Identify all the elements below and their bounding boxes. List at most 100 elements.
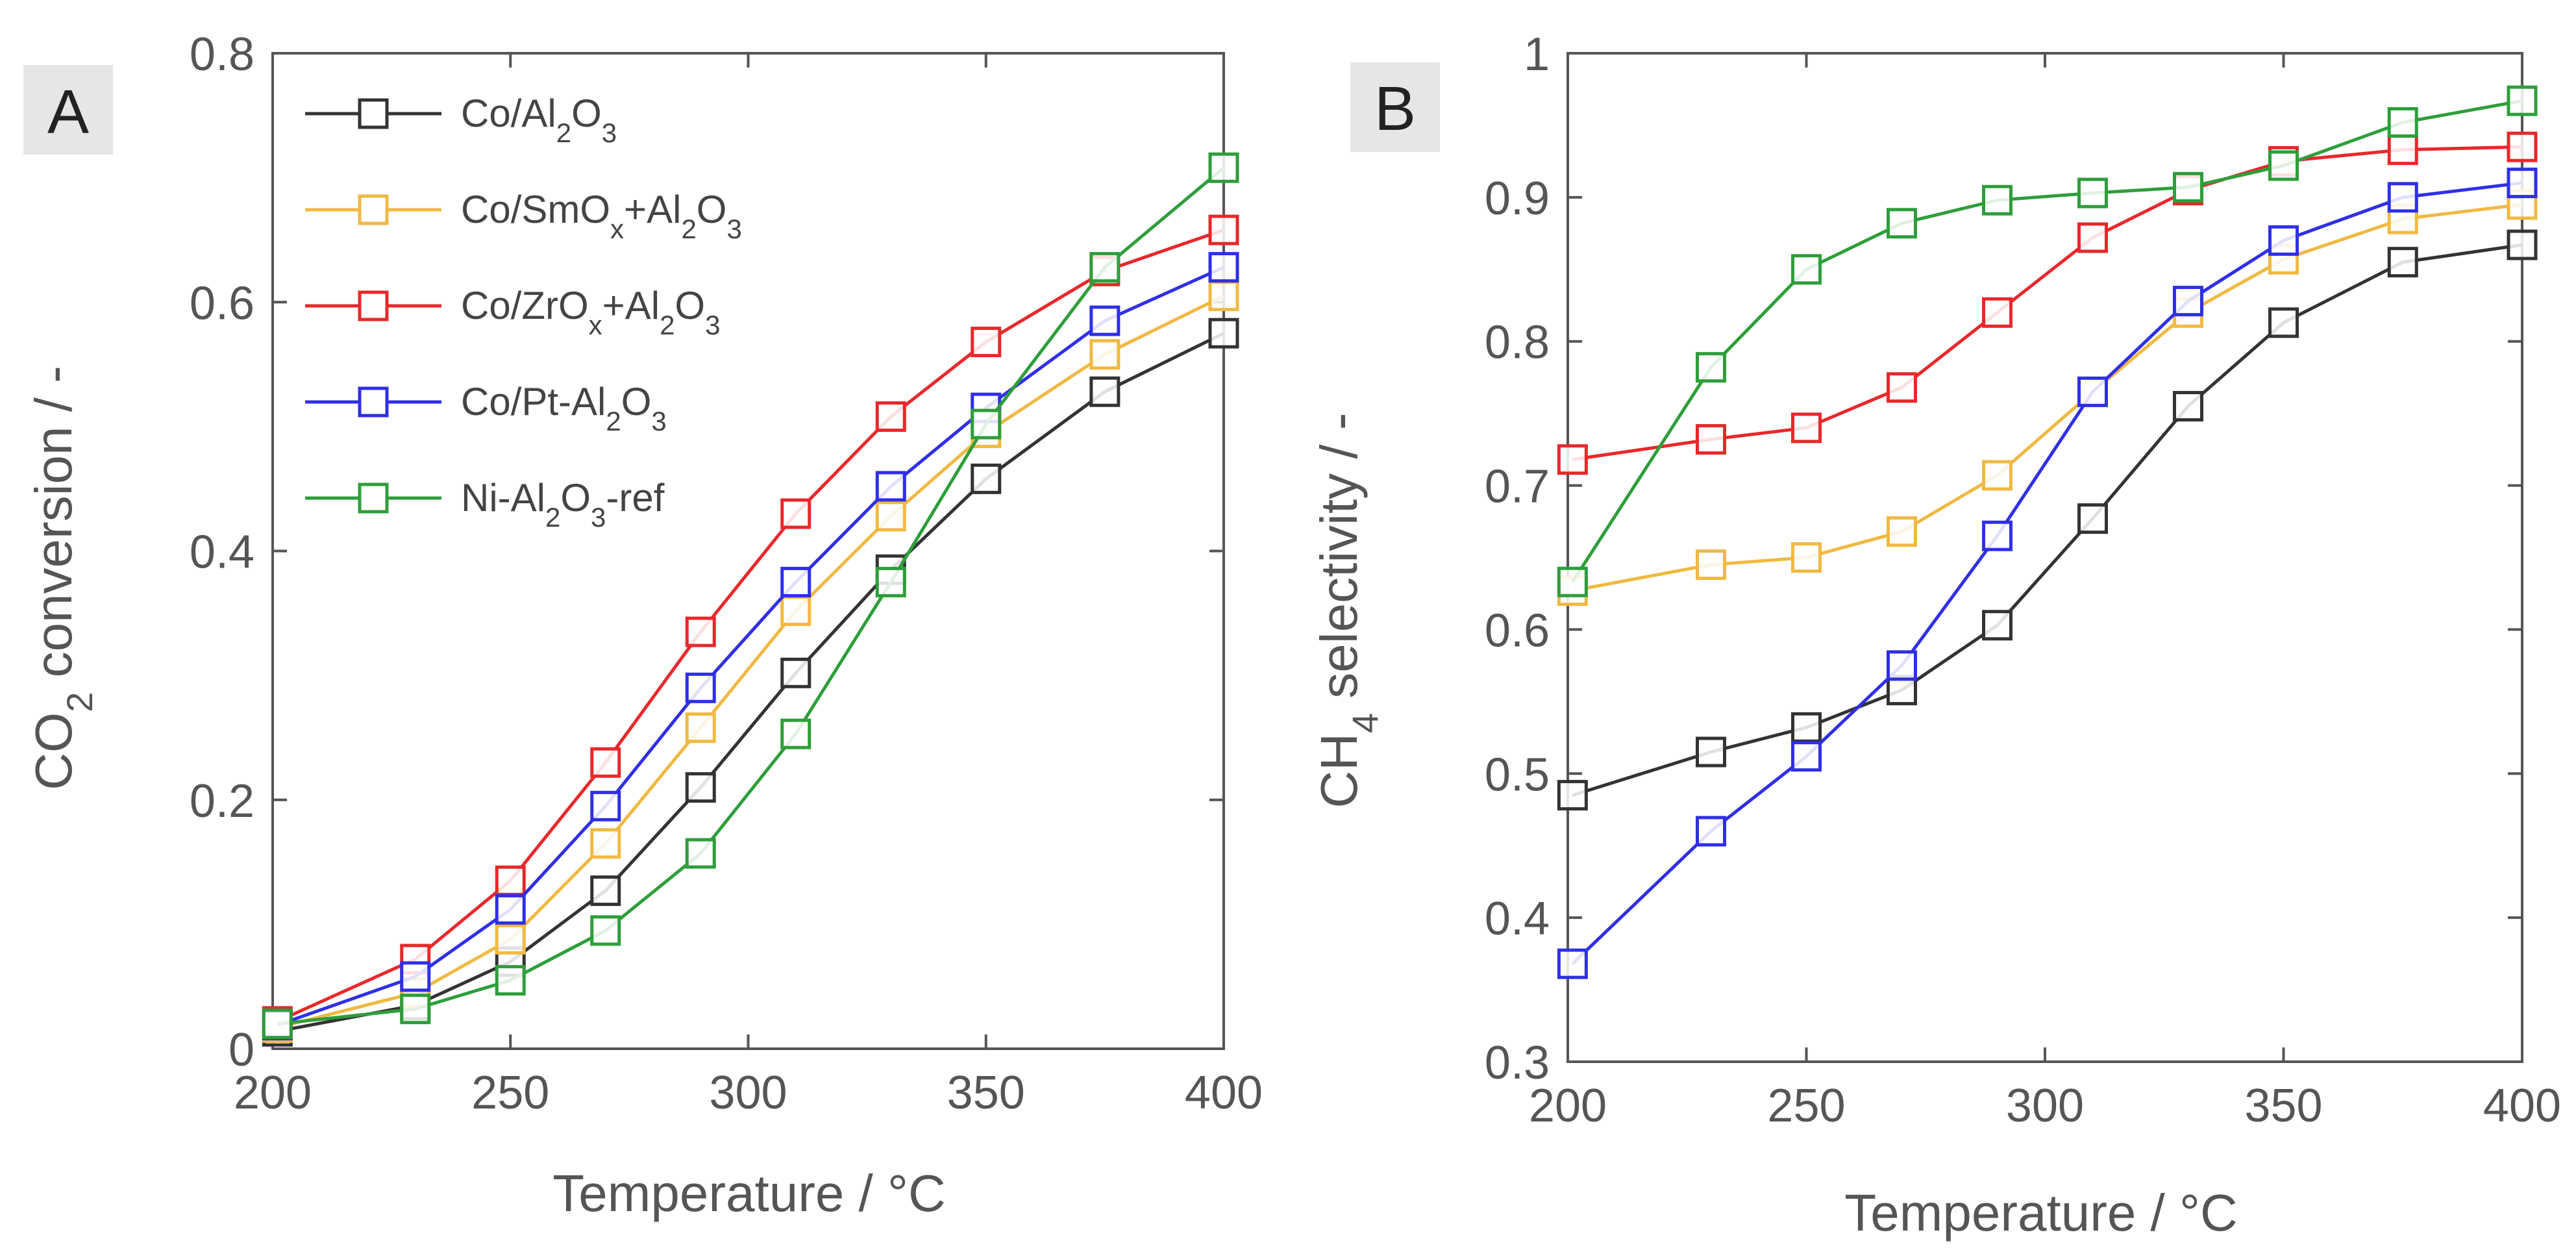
panel-b-series-line-ni_ref bbox=[1571, 99, 2523, 583]
panel-a-letter-bg bbox=[23, 65, 113, 155]
panel-a-point-co_smox bbox=[1208, 281, 1239, 312]
panel-a-point-ni_ref bbox=[971, 408, 1002, 440]
panel-b-point-ni_ref bbox=[1557, 566, 1588, 597]
panel-a-series-line-co_smox bbox=[277, 294, 1225, 1029]
panel-b-point-co_zrox bbox=[2387, 134, 2418, 166]
panel-a-point-ni_ref bbox=[495, 965, 526, 996]
panel-b-y-tick-label: 0.7 bbox=[1485, 461, 1550, 513]
panel-b-point-co_smox bbox=[1887, 516, 1917, 547]
panel-a-plot-frame bbox=[271, 52, 1225, 1050]
panel-b-point-co_zrox bbox=[1982, 297, 2012, 328]
panel-b-point-co_pt bbox=[2507, 168, 2538, 199]
panel-b-x-tick-label: 250 bbox=[1767, 1080, 1845, 1132]
panel-b-point-co_al2o3 bbox=[1557, 780, 1588, 811]
panel-a-series-line-co_zrox bbox=[277, 228, 1224, 1023]
panel-a-point-co_zrox bbox=[685, 616, 716, 647]
panel-a-y-tick-label: 0.6 bbox=[190, 277, 254, 329]
legend-label-co_pt: Co/Pt-Al2O3 bbox=[461, 380, 667, 436]
panel-b-x-tick-label: 200 bbox=[1529, 1080, 1607, 1132]
panel-b-letter-bg bbox=[1350, 62, 1440, 152]
panel-b-y-tick-label: 0.5 bbox=[1485, 749, 1550, 801]
panel-b-point-co_smox bbox=[1696, 549, 1726, 581]
panel-b-point-co_smox bbox=[1982, 460, 2012, 491]
panel-a-point-co_pt bbox=[1208, 252, 1239, 283]
panel-a-point-co_al2o3 bbox=[590, 875, 621, 907]
panel-b-x-axis-label: Temperature / °C bbox=[1844, 1184, 2238, 1242]
panel-a-point-ni_ref bbox=[262, 1008, 293, 1040]
panel-a-x-axis-label: Temperature / °C bbox=[552, 1164, 946, 1222]
panel-a-point-co_smox bbox=[495, 923, 526, 955]
panel-b-y-axis-label: CH4 selectivity / - bbox=[1310, 412, 1385, 808]
panel-a-point-co_pt bbox=[495, 894, 526, 925]
panel-b-point-co_pt bbox=[1696, 816, 1726, 847]
legend-marker-co_al2o3 bbox=[358, 98, 389, 129]
panel-a-x-tick-label: 200 bbox=[234, 1067, 312, 1119]
panel-b-point-co_pt bbox=[2387, 182, 2418, 213]
panel-b-point-co_zrox bbox=[1791, 412, 1822, 444]
panel-b-point-co_pt bbox=[2268, 225, 2299, 256]
panel-b-point-ni_ref bbox=[1887, 208, 1917, 239]
panel-a-point-co_smox bbox=[685, 712, 716, 744]
panel-a-point-co_zrox bbox=[971, 327, 1002, 358]
panel-a-y-axis-label: CO2 conversion / - bbox=[25, 366, 100, 790]
panel-a-point-co_smox bbox=[590, 828, 621, 859]
panel-a-point-co_pt bbox=[1089, 305, 1121, 336]
panel-b-point-ni_ref bbox=[2268, 150, 2299, 181]
panel-b-x-tick-label: 350 bbox=[2244, 1080, 2322, 1132]
legend-label-co_zrox: Co/ZrOx+Al2O3 bbox=[461, 284, 720, 340]
panel-a-series-line-co_pt bbox=[277, 266, 1225, 1027]
panel-b-y-tick-label: 0.8 bbox=[1485, 317, 1550, 369]
panel-b-point-co_al2o3 bbox=[2268, 307, 2299, 338]
legend-label-ni_ref: Ni-Al2O3-ref bbox=[461, 476, 665, 532]
panel-a-y-tick-label: 0.4 bbox=[190, 527, 254, 579]
panel-a-point-co_zrox bbox=[780, 498, 811, 529]
panel-a-point-co_smox bbox=[875, 501, 906, 532]
panel-b-point-co_al2o3 bbox=[1696, 736, 1726, 768]
panel-b-point-co_pt bbox=[2173, 286, 2203, 317]
panel-a-y-tick-label: 0.2 bbox=[190, 775, 254, 827]
panel-a-point-co_al2o3 bbox=[1208, 318, 1239, 349]
panel-a-point-co_smox bbox=[1089, 339, 1121, 370]
panel-a-series-line-ni_ref bbox=[277, 166, 1225, 1026]
legend-marker-co_smox bbox=[358, 194, 389, 225]
panel-a-x-tick-label: 400 bbox=[1185, 1067, 1263, 1119]
panel-b-y-tick-label: 0.3 bbox=[1485, 1037, 1550, 1089]
legend-label-co_al2o3: Co/Al2O3 bbox=[461, 92, 617, 148]
panel-b-point-co_pt bbox=[2077, 376, 2108, 407]
panel-a-point-co_zrox bbox=[875, 401, 906, 432]
panel-a-point-ni_ref bbox=[1208, 152, 1239, 183]
panel-b-point-co_zrox bbox=[1557, 444, 1588, 475]
panel-b-point-co_zrox bbox=[1887, 372, 1917, 403]
panel-a-x-tick-label: 250 bbox=[471, 1067, 549, 1119]
panel-a-point-co_pt bbox=[685, 672, 716, 703]
panel-b-series-line-co_zrox bbox=[1572, 145, 2523, 462]
panel-b-point-ni_ref bbox=[2387, 106, 2418, 138]
panel-b-series-line-co_al2o3 bbox=[1572, 243, 2523, 797]
panel-a-point-ni_ref bbox=[1089, 252, 1121, 283]
panel-b-y-tick-label: 0.6 bbox=[1485, 605, 1550, 657]
panel-b-point-ni_ref bbox=[2077, 177, 2108, 208]
panel-a-point-co_smox bbox=[780, 595, 811, 626]
legend-label-co_smox: Co/SmOx+Al2O3 bbox=[461, 188, 742, 244]
panel-a-point-co_zrox bbox=[495, 865, 526, 896]
legend-marker-co_zrox bbox=[358, 290, 389, 321]
panel-b-point-co_al2o3 bbox=[1791, 712, 1822, 743]
panel-a-y-tick-label: 0.8 bbox=[190, 29, 254, 81]
panel-b-point-co_al2o3 bbox=[2507, 229, 2538, 260]
panel-b-point-ni_ref bbox=[1982, 184, 2012, 216]
panel-a-point-co_al2o3 bbox=[685, 772, 716, 803]
panel-b-point-co_al2o3 bbox=[2077, 503, 2108, 534]
panel-b: B 200 250 300 350 4000.30.40.50.60.70.80.91 … bbox=[1310, 29, 2561, 1242]
panel-a-point-co_zrox bbox=[1208, 214, 1239, 245]
panel-a-point-ni_ref bbox=[875, 566, 906, 597]
panel-b-x-tick-label: 300 bbox=[2006, 1080, 2084, 1132]
panel-b-point-ni_ref bbox=[1696, 352, 1726, 383]
legend-marker-ni_ref bbox=[358, 482, 389, 514]
panel-b-point-ni_ref bbox=[2173, 171, 2203, 203]
panel-a-point-co_pt bbox=[780, 566, 811, 597]
panel-b-point-co_al2o3 bbox=[2173, 391, 2203, 422]
panel-b-point-co_zrox bbox=[1696, 424, 1726, 455]
panel-a-point-co_pt bbox=[875, 471, 906, 502]
panel-b-x-tick-label: 400 bbox=[2483, 1080, 2561, 1132]
